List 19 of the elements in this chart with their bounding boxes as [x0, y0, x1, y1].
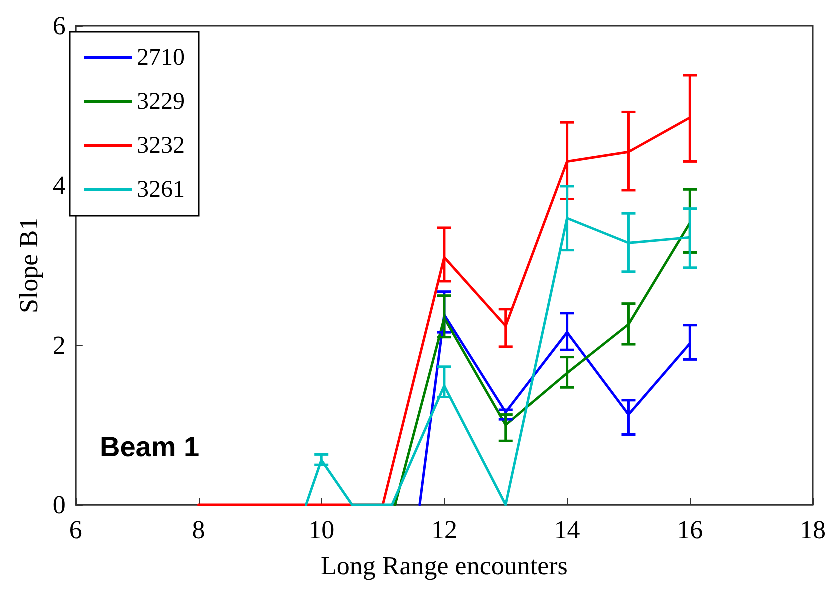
x-tick-label: 18	[800, 516, 826, 544]
legend-label: 3261	[137, 177, 185, 203]
x-tick-label: 14	[554, 516, 580, 544]
annotation: Beam 1	[100, 432, 200, 462]
x-tick-label: 16	[677, 516, 704, 544]
x-tick-label: 8	[192, 516, 206, 544]
y-tick-label: 4	[52, 171, 66, 200]
line-series	[394, 222, 692, 506]
x-tick-label: 12	[431, 516, 458, 544]
legend-label: 3229	[137, 89, 185, 115]
y-axis-title: Slope B1	[14, 217, 44, 314]
legend-label: 3232	[137, 133, 185, 159]
y-tick-label: 2	[52, 330, 66, 360]
line-series	[418, 314, 692, 506]
x-axis-title: Long Range encounters	[320, 552, 568, 580]
x-tick-label: 10	[308, 516, 335, 544]
y-tick-label: 6	[52, 12, 66, 40]
legend-label: 2710	[137, 45, 185, 71]
y-tick-label: 0	[52, 490, 66, 520]
